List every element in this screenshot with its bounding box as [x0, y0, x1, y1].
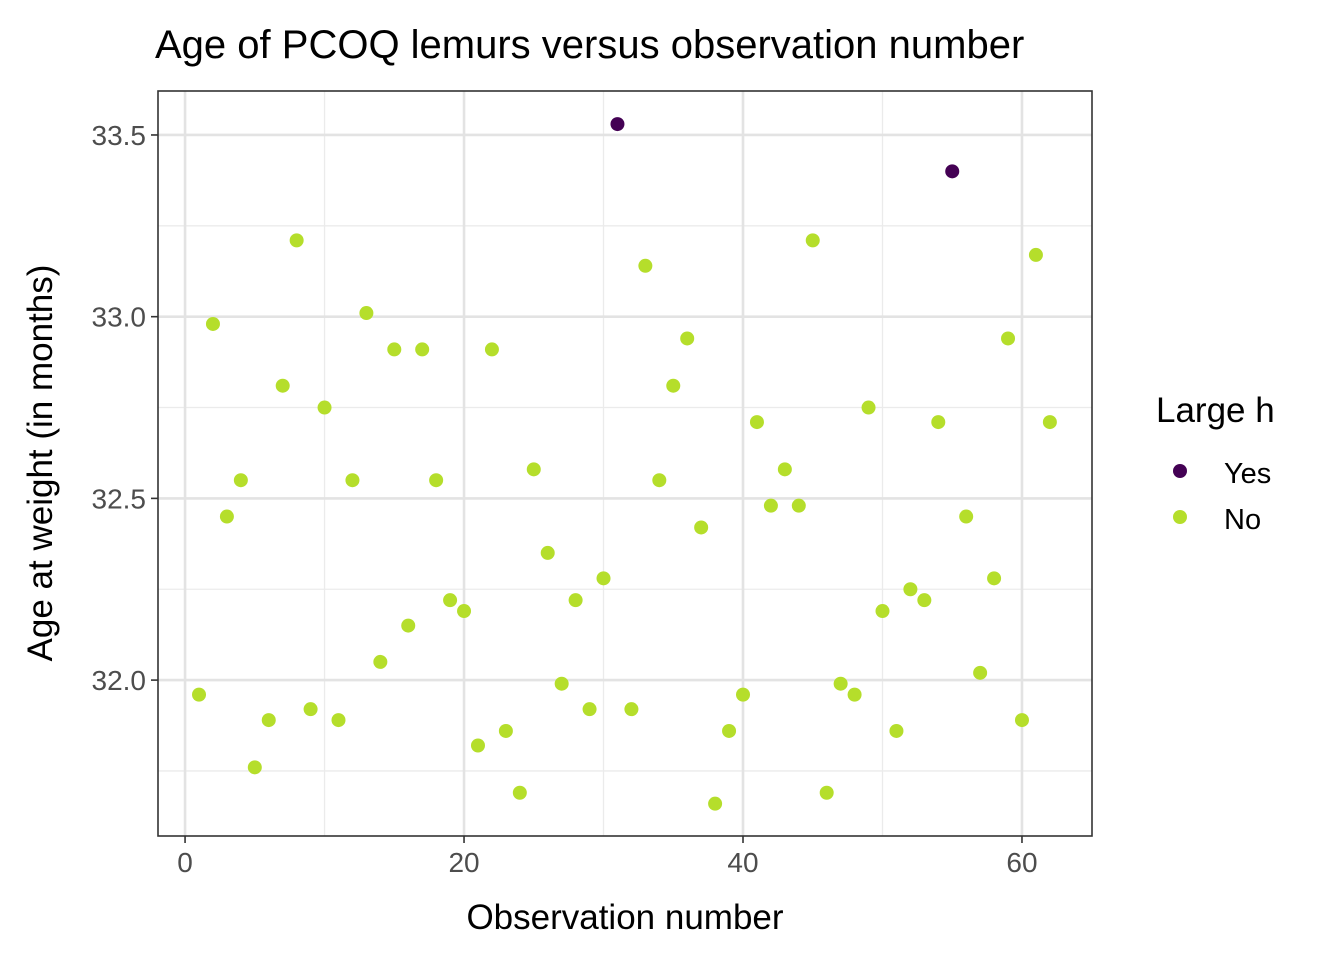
data-point-no [289, 233, 304, 248]
data-point-no [694, 520, 709, 535]
data-point-no [192, 687, 207, 702]
data-point-no [973, 665, 988, 680]
data-point-no [526, 462, 541, 477]
legend-key-no [1173, 510, 1187, 524]
data-point-no [373, 654, 388, 669]
x-tick-label: 20 [448, 847, 479, 878]
x-axis-label: Observation number [466, 898, 783, 937]
data-point-no [889, 723, 904, 738]
x-tick-label: 40 [727, 847, 758, 878]
data-point-no [917, 593, 932, 608]
data-point-no [833, 676, 848, 691]
data-point-no [470, 738, 485, 753]
data-point-no [401, 618, 416, 633]
y-tick-label: 33.5 [92, 120, 147, 151]
data-point-no [596, 571, 611, 586]
data-point-no [749, 415, 764, 430]
data-point-no [205, 316, 220, 331]
data-point-no [722, 723, 737, 738]
data-point-no [457, 604, 472, 619]
data-point-no [261, 713, 276, 728]
data-point-no [582, 702, 597, 717]
data-point-no [680, 331, 695, 346]
data-point-no [736, 687, 751, 702]
y-tick-label: 32.5 [92, 483, 147, 514]
data-point-no [903, 582, 918, 597]
axis-ticks: 0 20 40 60 32.0 32.5 33.0 33.5 [92, 120, 1038, 878]
data-point-no [554, 676, 569, 691]
data-point-no [387, 342, 402, 357]
plot-panel-border [157, 90, 1093, 837]
legend: Large h Yes No [1156, 391, 1275, 536]
legend-label-no: No [1224, 504, 1261, 536]
data-point-no [1014, 713, 1029, 728]
legend-label-yes: Yes [1224, 458, 1271, 490]
data-point-yes [945, 164, 960, 179]
data-point-no [666, 378, 681, 393]
points [192, 117, 1057, 811]
x-tick-label: 0 [177, 847, 193, 878]
data-point-no [805, 233, 820, 248]
data-point-no [275, 378, 290, 393]
data-point-no [1028, 247, 1043, 262]
data-point-no [331, 713, 346, 728]
y-tick-label: 32.0 [92, 665, 147, 696]
data-point-no [791, 498, 806, 513]
chart-title: Age of PCOQ lemurs versus observation nu… [155, 23, 1024, 67]
data-point-no [317, 400, 332, 415]
data-point-no [219, 509, 234, 524]
data-point-no [652, 473, 667, 488]
grid [158, 91, 1092, 836]
data-point-no [429, 473, 444, 488]
data-point-no [247, 760, 262, 775]
y-tick-label: 33.0 [92, 302, 147, 333]
x-tick-label: 60 [1006, 847, 1037, 878]
data-point-no [233, 473, 248, 488]
data-point-no [443, 593, 458, 608]
data-point-no [484, 342, 499, 357]
data-point-no [512, 785, 527, 800]
data-point-no [303, 702, 318, 717]
data-point-no [875, 604, 890, 619]
data-point-yes [610, 117, 625, 132]
data-point-no [498, 723, 513, 738]
data-point-no [777, 462, 792, 477]
legend-key-yes [1173, 464, 1187, 478]
data-point-no [540, 545, 555, 560]
data-point-no [708, 796, 723, 811]
y-axis-label: Age at weight (in months) [21, 265, 60, 662]
data-point-no [1001, 331, 1016, 346]
data-point-no [568, 593, 583, 608]
data-point-no [415, 342, 430, 357]
data-point-no [359, 306, 374, 321]
data-point-no [847, 687, 862, 702]
data-point-no [987, 571, 1002, 586]
data-point-no [624, 702, 639, 717]
data-point-no [1042, 415, 1057, 430]
data-point-no [345, 473, 360, 488]
legend-title: Large h [1156, 391, 1275, 430]
data-point-no [638, 258, 653, 273]
data-point-no [959, 509, 974, 524]
data-point-no [819, 785, 834, 800]
data-point-no [861, 400, 876, 415]
data-point-no [763, 498, 778, 513]
data-point-no [931, 415, 946, 430]
